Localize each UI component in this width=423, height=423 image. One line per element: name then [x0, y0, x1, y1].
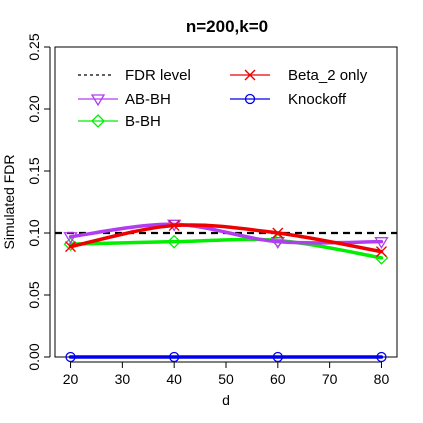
- y-axis-label: Simulated FDR: [1, 155, 17, 250]
- plot-area: [55, 219, 397, 363]
- legend-item-fdr-level: FDR level: [78, 67, 191, 84]
- data-point: [375, 246, 387, 258]
- x-tick-label: 50: [218, 371, 234, 387]
- legend-label: AB-BH: [125, 91, 171, 108]
- data-point: [169, 351, 180, 363]
- legend-label: Beta_2 only: [288, 67, 368, 84]
- data-point: [270, 237, 285, 249]
- data-point: [272, 351, 283, 363]
- y-tick-label: 0.00: [26, 343, 42, 370]
- series-beta-2-only: [65, 220, 387, 258]
- data-point: [65, 241, 77, 253]
- y-tick-label: 0.25: [26, 33, 42, 60]
- legend-marker: [244, 93, 256, 105]
- data-point: [167, 234, 182, 249]
- legend-marker: [244, 69, 256, 81]
- data-point: [63, 232, 78, 244]
- x-tick-label: 70: [322, 371, 338, 387]
- x-axis-label: d: [222, 392, 230, 408]
- data-point: [376, 351, 387, 363]
- legend-label: FDR level: [125, 67, 191, 84]
- legend-item-beta-2-only: Beta_2 only: [230, 67, 368, 84]
- y-tick-label: 0.10: [26, 219, 42, 246]
- chart-title: n=200,k=0: [186, 17, 268, 36]
- series-knockoff: [65, 351, 387, 363]
- legend-label: B-BH: [125, 113, 161, 130]
- data-point: [65, 351, 76, 363]
- y-tick-label: 0.05: [26, 281, 42, 308]
- x-tick-label: 30: [115, 371, 131, 387]
- series-b-bh: [63, 233, 389, 265]
- x-tick-label: 40: [166, 371, 182, 387]
- data-point: [272, 227, 284, 239]
- legend: FDR level Beta_2 only AB-BH Knockoff B-BH: [78, 67, 368, 130]
- data-point: [168, 220, 180, 232]
- y-axis: 0.00 0.05 0.10 0.15 0.20 0.25: [26, 33, 51, 371]
- legend-label: Knockoff: [288, 91, 347, 108]
- x-tick-label: 60: [270, 371, 286, 387]
- series-line: [68, 223, 384, 254]
- y-tick-label: 0.20: [26, 95, 42, 122]
- legend-item-knockoff: Knockoff: [230, 91, 347, 108]
- legend-item-b-bh: B-BH: [78, 113, 161, 130]
- x-axis: 20 30 40 50 60 70 80: [63, 361, 390, 387]
- series-line: [68, 237, 384, 260]
- y-tick-label: 0.15: [26, 157, 42, 184]
- x-tick-label: 20: [63, 371, 79, 387]
- legend-marker: [91, 114, 105, 128]
- legend-item-ab-bh: AB-BH: [78, 91, 171, 108]
- legend-marker: [90, 94, 106, 107]
- data-point: [374, 237, 389, 249]
- x-tick-label: 80: [374, 371, 390, 387]
